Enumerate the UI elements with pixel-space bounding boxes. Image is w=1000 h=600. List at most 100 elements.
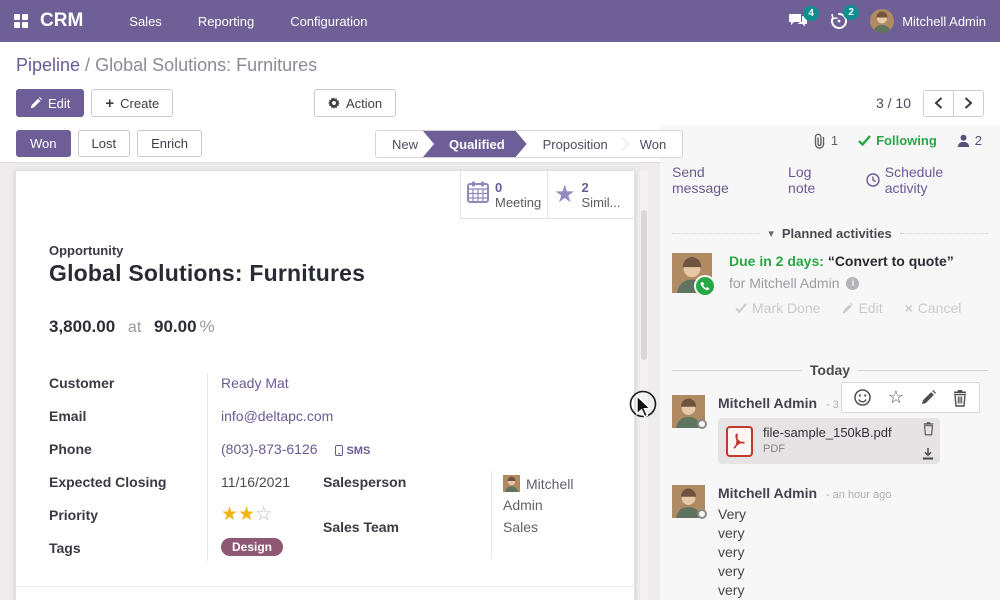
activity-buttons: Mark Done Edit × Cancel bbox=[729, 300, 961, 316]
star-filled-icon[interactable]: ★ bbox=[238, 504, 256, 525]
mark-won-button[interactable]: Won bbox=[16, 130, 71, 157]
tag-design[interactable]: Design bbox=[221, 538, 284, 556]
presence-indicator bbox=[697, 509, 707, 519]
plus-icon: + bbox=[105, 94, 115, 112]
stage-new[interactable]: New bbox=[392, 136, 419, 152]
message-author[interactable]: Mitchell Admin bbox=[718, 485, 818, 501]
vertical-scrollbar[interactable] bbox=[640, 170, 648, 600]
opportunity-form-card: 0 Meeting ★ 2 Simil... Opportunity Global … bbox=[15, 170, 635, 600]
sms-button[interactable]: SMS bbox=[335, 445, 370, 457]
pencil-icon bbox=[843, 302, 854, 313]
salesperson-value[interactable]: Mitchell Admin bbox=[503, 476, 574, 513]
following-button[interactable]: Following bbox=[858, 133, 937, 148]
message-body: Very very very very very bbox=[718, 506, 747, 598]
breadcrumb-pipeline-link[interactable]: Pipeline bbox=[16, 55, 81, 75]
stage-qualified-active[interactable]: Qualified bbox=[423, 131, 527, 157]
activity-cancel-button[interactable]: × Cancel bbox=[904, 300, 962, 316]
star-message-icon[interactable]: ☆ bbox=[887, 387, 904, 407]
today-title: Today bbox=[809, 362, 851, 378]
edit-button[interactable]: Edit bbox=[16, 89, 85, 117]
expected-closing-label: Expected Closing bbox=[49, 474, 167, 490]
collapse-caret-icon[interactable]: ▾ bbox=[768, 228, 774, 240]
similar-count: 2 bbox=[581, 179, 589, 195]
app-name[interactable]: CRM bbox=[40, 10, 84, 31]
add-reaction-icon[interactable] bbox=[854, 389, 871, 406]
breadcrumb-current: Global Solutions: Furnitures bbox=[95, 55, 318, 75]
nav-menu-sales[interactable]: Sales bbox=[129, 13, 162, 29]
followers-button[interactable]: 2 bbox=[957, 133, 982, 148]
schedule-activity-button[interactable]: Schedule activity bbox=[866, 164, 988, 196]
nav-menu-reporting[interactable]: Reporting bbox=[197, 13, 255, 29]
pager: 3 / 10 bbox=[875, 89, 984, 117]
user-menu[interactable]: Mitchell Admin bbox=[870, 9, 986, 33]
email-label: Email bbox=[49, 408, 87, 424]
send-message-button[interactable]: Send message bbox=[672, 164, 729, 196]
phone-value[interactable]: (803)-873-6126 bbox=[221, 441, 318, 457]
edit-message-icon[interactable] bbox=[921, 390, 936, 405]
followers-count: 2 bbox=[974, 133, 982, 148]
customer-value[interactable]: Ready Mat bbox=[221, 375, 289, 391]
create-button[interactable]: + Create bbox=[91, 89, 174, 117]
pager-next-button[interactable] bbox=[953, 89, 984, 117]
phone-label: Phone bbox=[49, 441, 92, 457]
delete-message-icon[interactable] bbox=[953, 389, 967, 407]
message-avatar bbox=[672, 395, 707, 429]
activity-summary: “Convert to quote” bbox=[827, 253, 954, 269]
stage-proposition[interactable]: Proposition bbox=[527, 131, 629, 157]
divider bbox=[858, 369, 989, 371]
attachment-filename[interactable]: file-sample_150kB.pdf bbox=[763, 425, 892, 440]
clock-icon bbox=[866, 173, 880, 187]
sales-team-value[interactable]: Sales bbox=[503, 519, 539, 535]
scrollbar-thumb[interactable] bbox=[641, 210, 647, 360]
message-avatar bbox=[672, 485, 707, 519]
meeting-count: 0 bbox=[495, 179, 503, 195]
planned-activities-title: Planned activities bbox=[781, 226, 892, 241]
log-note-button[interactable]: Log note bbox=[788, 164, 816, 196]
sales-team-label: Sales Team bbox=[323, 519, 400, 535]
pager-previous-button[interactable] bbox=[923, 89, 954, 117]
pager-value: 3 / 10 bbox=[875, 95, 911, 111]
attachments-button[interactable]: 1 bbox=[813, 133, 839, 149]
message-author[interactable]: Mitchell Admin bbox=[718, 395, 818, 411]
follow-row: 1 Following 2 bbox=[813, 133, 982, 149]
mark-done-button[interactable]: Mark Done bbox=[735, 300, 820, 316]
action-button[interactable]: Action bbox=[314, 89, 397, 117]
delete-attachment-icon[interactable] bbox=[923, 422, 934, 436]
star-empty-icon[interactable]: ☆ bbox=[255, 504, 273, 525]
top-navbar: CRM Sales Reporting Configuration 4 2 Mi… bbox=[0, 0, 1000, 42]
nav-menu-configuration[interactable]: Configuration bbox=[290, 13, 368, 29]
activities-icon[interactable]: 2 bbox=[830, 5, 860, 30]
star-filled-icon[interactable]: ★ bbox=[221, 504, 239, 525]
download-attachment-icon[interactable] bbox=[922, 448, 934, 460]
chatter-panel: 1 Following 2 Send message Log note Sche… bbox=[660, 125, 1000, 600]
gear-icon bbox=[327, 97, 341, 110]
attachment-card[interactable]: file-sample_150kB.pdf PDF bbox=[718, 418, 940, 464]
divider bbox=[899, 233, 989, 234]
activity-due-label: Due in 2 days: bbox=[729, 253, 824, 269]
priority-stars: ★★☆ bbox=[221, 503, 272, 526]
similar-leads-stat-button[interactable]: ★ 2 Simil... bbox=[547, 171, 634, 219]
sheet-divider bbox=[16, 586, 634, 587]
tags-label: Tags bbox=[49, 540, 81, 556]
mobile-phone-icon bbox=[335, 445, 344, 456]
call-activity-badge bbox=[694, 275, 716, 297]
planned-activities-header: ▾ Planned activities bbox=[672, 226, 989, 241]
at-label: at bbox=[127, 319, 142, 336]
messages-icon[interactable]: 4 bbox=[788, 6, 820, 29]
activity-edit-button[interactable]: Edit bbox=[842, 300, 883, 316]
email-value[interactable]: info@deltapc.com bbox=[221, 408, 334, 424]
paperclip-icon bbox=[814, 133, 825, 149]
enrich-button[interactable]: Enrich bbox=[137, 130, 202, 157]
stage-pipeline: New Qualified Proposition Won bbox=[375, 130, 684, 158]
pencil-icon bbox=[30, 97, 42, 109]
attachments-count: 1 bbox=[830, 133, 839, 148]
apps-grid-icon[interactable] bbox=[14, 14, 28, 28]
mark-lost-button[interactable]: Lost bbox=[77, 130, 131, 157]
expected-closing-value[interactable]: 11/16/2021 bbox=[221, 474, 291, 490]
meetings-stat-button[interactable]: 0 Meeting bbox=[460, 171, 547, 219]
check-icon bbox=[858, 135, 872, 147]
stage-won[interactable]: Won bbox=[639, 136, 667, 152]
column-separator-2 bbox=[491, 471, 492, 559]
button-row: Edit + Create Action 3 / 10 bbox=[16, 89, 984, 117]
